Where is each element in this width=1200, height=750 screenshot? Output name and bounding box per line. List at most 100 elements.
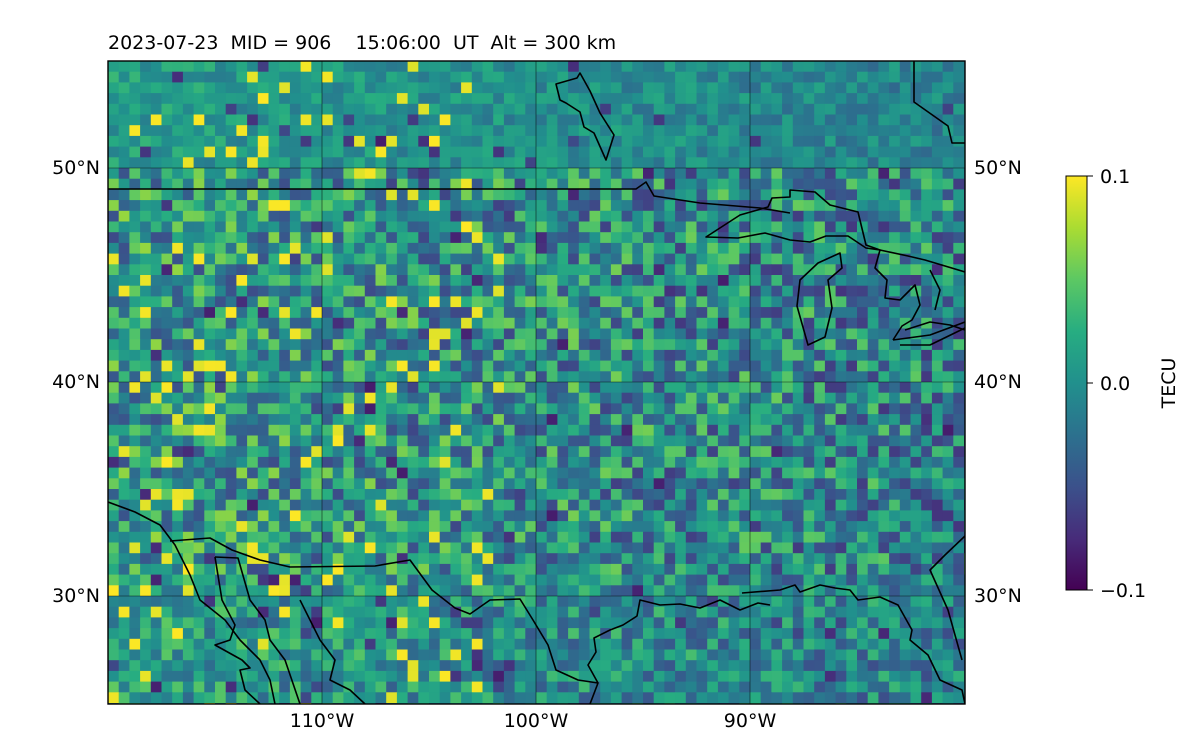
heatmap-cell (653, 200, 665, 212)
heatmap-cell (910, 392, 922, 404)
heatmap-cell (664, 349, 676, 361)
heatmap-cell (600, 585, 612, 597)
heatmap-cell (129, 221, 141, 233)
heatmap-cell (108, 349, 120, 361)
heatmap-cell (803, 692, 815, 704)
heatmap-cell (643, 232, 655, 244)
heatmap-cell (728, 317, 740, 329)
heatmap-cell (536, 681, 548, 693)
heatmap-cell (942, 296, 954, 308)
heatmap-cell (643, 221, 655, 233)
heatmap-cell (760, 275, 772, 287)
heatmap-cell (867, 467, 879, 479)
heatmap-cell (792, 349, 804, 361)
heatmap-cell (536, 168, 548, 180)
heatmap-cell (354, 638, 366, 650)
heatmap-cell (407, 253, 419, 265)
heatmap-cell (247, 499, 259, 511)
heatmap-cell (150, 135, 162, 147)
heatmap-cell (643, 467, 655, 479)
heatmap-cell (215, 414, 227, 426)
heatmap-cell (910, 692, 922, 704)
heatmap-cell (771, 232, 783, 244)
heatmap-cell (215, 71, 227, 83)
heatmap-cell (568, 82, 580, 94)
heatmap-cell (707, 296, 719, 308)
heatmap-cell (568, 349, 580, 361)
heatmap-cell (150, 681, 162, 693)
heatmap-cell (204, 178, 216, 190)
lat-labels-right: 50°N 40°N 30°N (974, 157, 1022, 607)
heatmap-cell (450, 168, 462, 180)
heatmap-cell (750, 232, 762, 244)
heatmap-cell (493, 221, 505, 233)
heatmap-cell (418, 135, 430, 147)
heatmap-cell (482, 382, 494, 394)
heatmap-cell (482, 489, 494, 501)
heatmap-cell (322, 71, 334, 83)
heatmap-cell (332, 103, 344, 115)
heatmap-cell (364, 649, 376, 661)
heatmap-cell (696, 553, 708, 565)
heatmap-cell (247, 649, 259, 661)
heatmap-cell (118, 275, 130, 287)
heatmap-cell (621, 200, 633, 212)
heatmap-cell (332, 317, 344, 329)
heatmap-cell (289, 221, 301, 233)
heatmap-cell (118, 574, 130, 586)
heatmap-cell (675, 103, 687, 115)
heatmap-cell (696, 681, 708, 693)
heatmap-cell (257, 232, 269, 244)
heatmap-cell (429, 349, 441, 361)
heatmap-cell (450, 660, 462, 672)
heatmap-cell (129, 638, 141, 650)
heatmap-cell (664, 542, 676, 554)
heatmap-cell (461, 446, 473, 458)
heatmap-cell (396, 168, 408, 180)
heatmap-cell (118, 478, 130, 490)
heatmap-cell (921, 681, 933, 693)
heatmap-cell (664, 478, 676, 490)
heatmap-cell (482, 146, 494, 158)
heatmap-cell (364, 296, 376, 308)
heatmap-cell (236, 135, 248, 147)
heatmap-cell (803, 681, 815, 693)
heatmap-cell (578, 435, 590, 447)
heatmap-cell (536, 221, 548, 233)
heatmap-cell (140, 435, 152, 447)
heatmap-cell (140, 424, 152, 436)
heatmap-cell (664, 606, 676, 618)
heatmap-cell (589, 242, 601, 254)
heatmap-cell (707, 638, 719, 650)
heatmap-cell (482, 328, 494, 340)
heatmap-cell (322, 563, 334, 575)
heatmap-cell (471, 71, 483, 83)
heatmap-cell (621, 210, 633, 222)
heatmap-cell (600, 489, 612, 501)
heatmap-cell (332, 157, 344, 169)
heatmap-cell (568, 414, 580, 426)
heatmap-cell (343, 200, 355, 212)
heatmap-cell (247, 93, 259, 105)
heatmap-cell (814, 71, 826, 83)
heatmap-cell (760, 670, 772, 682)
heatmap-cell (172, 275, 184, 287)
heatmap-cell (354, 178, 366, 190)
heatmap-cell (407, 692, 419, 704)
heatmap-cell (610, 553, 622, 565)
heatmap-cell (739, 606, 751, 618)
heatmap-cell (643, 510, 655, 522)
heatmap-cell (707, 285, 719, 297)
heatmap-cell (311, 135, 323, 147)
heatmap-cell (482, 71, 494, 83)
heatmap-cell (279, 456, 291, 468)
heatmap-cell (675, 456, 687, 468)
heatmap-cell (750, 61, 762, 73)
heatmap-cell (514, 521, 526, 533)
heatmap-cell (953, 275, 965, 287)
heatmap-cell (942, 649, 954, 661)
heatmap-cell (289, 489, 301, 501)
heatmap-cell (717, 275, 729, 287)
heatmap-cell (696, 103, 708, 115)
heatmap-cell (899, 232, 911, 244)
